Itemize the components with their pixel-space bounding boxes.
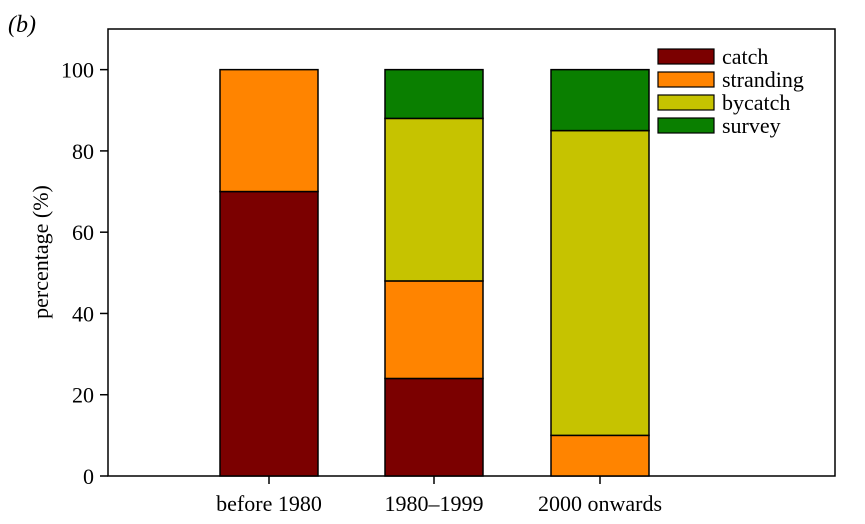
- y-tick-label: 0: [83, 464, 94, 489]
- legend-label-catch: catch: [722, 44, 768, 69]
- x-tick-label: 2000 onwards: [538, 491, 662, 516]
- bar-stranding-1: [384, 280, 484, 380]
- bars-group: [219, 68, 650, 477]
- bar-catch-0: [219, 190, 319, 477]
- y-tick-label: 80: [72, 139, 94, 164]
- y-tick-label: 20: [72, 383, 94, 408]
- x-axis: before 1980 1980–1999 2000 onwards: [216, 476, 662, 516]
- legend-label-bycatch: bycatch: [722, 90, 790, 115]
- x-tick-label: before 1980: [216, 491, 322, 516]
- y-axis: 0 20 40 60 80 100: [61, 58, 108, 489]
- bar-survey-1: [384, 68, 484, 120]
- bar-bycatch-1: [384, 117, 484, 282]
- legend-swatch-stranding: [657, 71, 715, 88]
- legend-label-survey: survey: [722, 113, 781, 138]
- legend-swatch-catch: [657, 48, 715, 65]
- bar-bycatch-2: [550, 129, 650, 437]
- legend-swatch-bycatch: [657, 94, 715, 111]
- bar-catch-1: [384, 377, 484, 477]
- panel-label: (b): [8, 12, 36, 38]
- bar-stranding-0: [219, 68, 319, 193]
- bar-survey-2: [550, 68, 650, 132]
- y-axis-title: percentage (%): [28, 185, 53, 319]
- legend-swatch-survey: [657, 117, 715, 134]
- y-tick-label: 40: [72, 301, 94, 326]
- legend-label-stranding: stranding: [722, 67, 804, 92]
- y-tick-label: 100: [61, 58, 94, 83]
- x-tick-label: 1980–1999: [385, 491, 484, 516]
- y-tick-label: 60: [72, 220, 94, 245]
- bar-stranding-2: [550, 434, 650, 477]
